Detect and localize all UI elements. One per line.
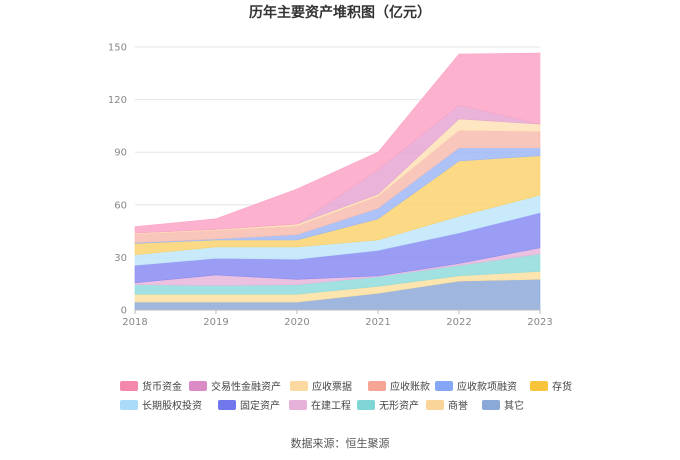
chart-title: 历年主要资产堆积图（亿元）: [249, 4, 431, 21]
axes: 0 30 60 90 120 150 2018 2019 2020 2021 2022 2023: [108, 43, 553, 329]
y-tick-label: 60: [114, 200, 127, 211]
x-tick-label: 2023: [527, 317, 552, 328]
y-tick-label: 0: [121, 306, 127, 317]
x-tick-label: 2020: [284, 317, 309, 328]
legend-label: 货币资金: [142, 380, 182, 393]
legend-label: 应收账款: [390, 380, 430, 393]
legend-label: 应收款项融资: [457, 380, 517, 393]
legend-swatch: [290, 381, 308, 391]
legend-swatch: [120, 381, 138, 391]
legend-label: 固定资产: [240, 399, 280, 412]
y-tick-label: 30: [114, 253, 127, 264]
y-tick-label: 120: [108, 95, 127, 106]
legend-label: 商誉: [448, 399, 468, 412]
legend-label: 应收票据: [312, 380, 352, 393]
y-tick-label: 150: [108, 43, 127, 54]
legend-label: 无形资产: [379, 399, 419, 412]
legend-swatch: [435, 381, 453, 391]
legend-swatch: [120, 400, 138, 410]
legend-swatch: [357, 400, 375, 410]
legend-swatch: [482, 400, 500, 410]
legend-label: 其它: [504, 399, 524, 412]
legend-label: 交易性金融资产: [211, 380, 281, 393]
legend-swatch: [289, 400, 307, 410]
legend-label: 长期股权投资: [142, 399, 202, 412]
y-tick-label: 90: [114, 148, 127, 159]
legend-label: 存货: [552, 380, 572, 393]
data-source: 数据来源：恒生聚源: [291, 436, 390, 450]
x-tick-label: 2019: [203, 317, 228, 328]
area-series: [134, 52, 541, 311]
x-tick-label: 2021: [365, 317, 390, 328]
legend-swatch: [530, 381, 548, 391]
x-tick-label: 2018: [122, 317, 147, 328]
legend-swatch: [218, 400, 236, 410]
legend-swatch: [368, 381, 386, 391]
legend-label: 在建工程: [311, 399, 351, 412]
legend-swatch: [189, 381, 207, 391]
area-货币资金: [134, 52, 541, 234]
x-tick-label: 2022: [446, 317, 471, 328]
legend-swatch: [426, 400, 444, 410]
